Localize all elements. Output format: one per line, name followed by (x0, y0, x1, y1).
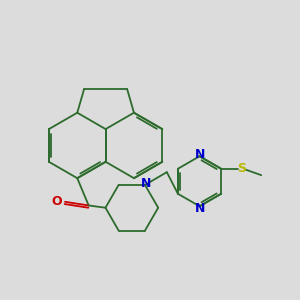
Text: N: N (195, 148, 206, 161)
Text: N: N (141, 178, 151, 190)
Text: N: N (195, 202, 206, 214)
Text: S: S (237, 162, 246, 175)
Text: O: O (52, 195, 62, 208)
